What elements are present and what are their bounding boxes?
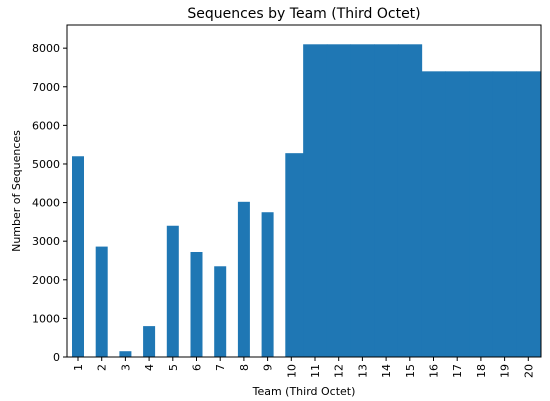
bar-team-13 [350,44,375,357]
x-tick-label-6: 6 [191,364,204,371]
bar-team-9 [261,212,274,357]
bar-team-18 [469,71,494,357]
x-tick-label-1: 1 [72,364,85,371]
bar-team-4 [143,326,156,357]
bar-team-16 [421,71,446,357]
x-tick-label-13: 13 [356,364,369,378]
bar-team-3 [119,351,132,357]
x-tick-label-16: 16 [428,364,441,378]
bar-team-14 [374,44,399,357]
bar-team-19 [492,71,517,357]
x-tick-label-12: 12 [333,364,346,378]
bar-team-10 [285,153,304,357]
y-tick-label-0: 0 [53,351,60,364]
y-tick-label-5000: 5000 [32,158,60,171]
x-axis: 1 2 3 4 5 6 7 8 9 10 11 12 13 14 15 16 17 18 19 20 [72,357,535,378]
bar-team-17 [445,71,470,357]
bar-team-2 [95,246,108,357]
x-axis-label: Team (Third Octet) [252,385,356,398]
y-axis: 0 1000 2000 3000 4000 5000 6000 7000 8000 [32,42,67,364]
bar-team-5 [166,225,179,357]
x-tick-label-15: 15 [404,364,417,378]
bar-team-8 [237,201,250,357]
bar-team-15 [397,44,423,357]
x-tick-label-18: 18 [475,364,488,378]
y-axis-label: Number of Sequences [10,130,23,252]
x-tick-label-19: 19 [499,364,512,378]
x-tick-label-14: 14 [380,364,393,378]
x-tick-label-3: 3 [119,364,132,371]
x-tick-label-11: 11 [309,364,322,378]
chart-title: Sequences by Team (Third Octet) [187,6,420,22]
x-tick-label-10: 10 [285,364,298,378]
x-tick-label-4: 4 [143,364,156,371]
bar-team-7 [214,266,227,357]
y-tick-label-7000: 7000 [32,81,60,94]
x-tick-label-5: 5 [167,364,180,371]
y-tick-label-2000: 2000 [32,274,60,287]
y-tick-label-3000: 3000 [32,235,60,248]
bar-team-20 [516,71,541,357]
bar-team-1 [72,156,84,357]
y-tick-label-6000: 6000 [32,119,60,132]
bar-team-11 [303,44,328,357]
y-tick-label-1000: 1000 [32,312,60,325]
plot-frame [66,24,542,358]
x-tick-label-9: 9 [262,364,275,371]
bar-team-12 [326,44,352,357]
y-tick-label-8000: 8000 [32,42,60,55]
x-tick-label-8: 8 [238,364,251,371]
x-tick-label-7: 7 [214,364,227,371]
x-tick-label-17: 17 [451,364,464,378]
bars-group [72,44,541,357]
x-tick-label-2: 2 [96,364,109,371]
y-tick-label-4000: 4000 [32,197,60,210]
x-tick-label-20: 20 [522,364,535,378]
bar-team-6 [190,251,203,357]
